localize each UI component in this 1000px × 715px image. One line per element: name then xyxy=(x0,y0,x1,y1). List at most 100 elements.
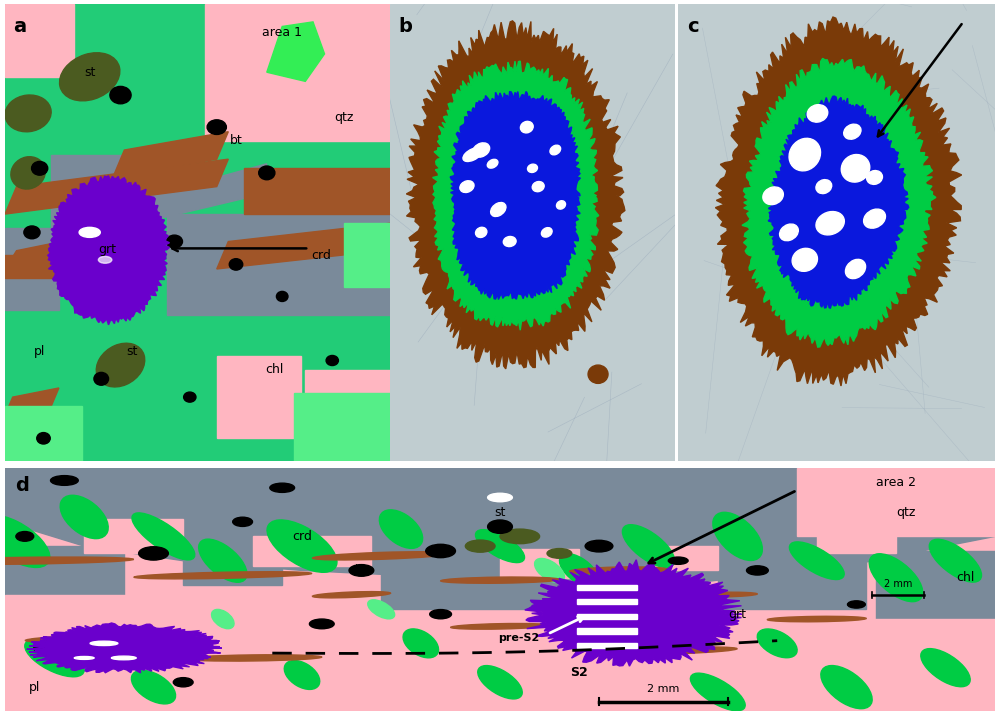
Ellipse shape xyxy=(313,552,450,560)
Bar xyxy=(305,370,390,425)
Text: grt: grt xyxy=(729,608,747,621)
Ellipse shape xyxy=(792,248,817,271)
Ellipse shape xyxy=(139,547,168,560)
Ellipse shape xyxy=(5,95,51,132)
Ellipse shape xyxy=(267,520,337,572)
Text: b: b xyxy=(399,17,412,36)
Ellipse shape xyxy=(426,544,455,558)
Bar xyxy=(797,468,995,536)
Polygon shape xyxy=(113,132,228,177)
Ellipse shape xyxy=(183,655,322,661)
Ellipse shape xyxy=(173,678,193,687)
Ellipse shape xyxy=(488,520,512,533)
Ellipse shape xyxy=(199,539,247,582)
Polygon shape xyxy=(27,623,222,673)
Text: d: d xyxy=(15,475,29,495)
Ellipse shape xyxy=(713,513,762,561)
Ellipse shape xyxy=(60,495,108,538)
Polygon shape xyxy=(140,164,267,223)
Bar xyxy=(294,393,390,461)
Polygon shape xyxy=(267,22,325,82)
Ellipse shape xyxy=(11,157,45,189)
Ellipse shape xyxy=(166,235,182,248)
Ellipse shape xyxy=(132,513,195,560)
Ellipse shape xyxy=(465,540,495,552)
Ellipse shape xyxy=(131,671,176,704)
Ellipse shape xyxy=(0,515,50,568)
Ellipse shape xyxy=(98,257,112,263)
Text: st: st xyxy=(126,345,138,358)
Ellipse shape xyxy=(869,553,923,602)
Ellipse shape xyxy=(844,124,861,139)
Text: S2: S2 xyxy=(570,666,588,679)
Polygon shape xyxy=(5,223,151,269)
Ellipse shape xyxy=(668,557,688,564)
Polygon shape xyxy=(5,388,59,415)
Polygon shape xyxy=(715,17,962,386)
Ellipse shape xyxy=(559,553,599,587)
Text: pl: pl xyxy=(34,345,45,358)
Ellipse shape xyxy=(368,600,395,619)
Polygon shape xyxy=(525,560,742,666)
Ellipse shape xyxy=(588,365,608,383)
Ellipse shape xyxy=(585,541,613,552)
Ellipse shape xyxy=(229,259,243,270)
Ellipse shape xyxy=(134,572,312,579)
Ellipse shape xyxy=(921,649,970,686)
Polygon shape xyxy=(768,96,909,308)
Bar xyxy=(577,599,637,604)
Ellipse shape xyxy=(184,392,196,402)
Ellipse shape xyxy=(487,159,498,168)
Polygon shape xyxy=(433,61,599,330)
Text: 2 mm: 2 mm xyxy=(647,684,680,694)
Ellipse shape xyxy=(309,619,334,628)
Bar xyxy=(577,585,637,590)
Ellipse shape xyxy=(270,483,295,493)
Bar xyxy=(84,519,183,553)
Ellipse shape xyxy=(747,566,768,575)
Bar xyxy=(381,561,559,609)
Ellipse shape xyxy=(528,164,537,172)
Bar xyxy=(5,595,223,711)
Ellipse shape xyxy=(51,475,78,485)
Ellipse shape xyxy=(25,635,143,642)
Text: qtz: qtz xyxy=(334,112,353,124)
Polygon shape xyxy=(5,468,995,585)
Text: chl: chl xyxy=(265,363,284,376)
Ellipse shape xyxy=(111,656,136,660)
Ellipse shape xyxy=(682,623,714,644)
Text: crd: crd xyxy=(311,249,331,262)
Ellipse shape xyxy=(312,591,391,598)
Ellipse shape xyxy=(478,666,522,699)
Ellipse shape xyxy=(326,355,338,365)
Ellipse shape xyxy=(212,609,234,628)
Bar xyxy=(252,536,371,566)
Ellipse shape xyxy=(403,629,439,658)
Ellipse shape xyxy=(475,530,525,563)
Bar xyxy=(5,228,59,310)
Polygon shape xyxy=(5,159,228,214)
Ellipse shape xyxy=(622,525,675,568)
Bar xyxy=(846,619,995,711)
Ellipse shape xyxy=(845,260,866,279)
Ellipse shape xyxy=(441,577,559,583)
Bar xyxy=(5,4,74,77)
Ellipse shape xyxy=(580,615,618,638)
Ellipse shape xyxy=(90,641,118,646)
Text: pre-S2: pre-S2 xyxy=(498,633,540,644)
Ellipse shape xyxy=(491,202,506,217)
Polygon shape xyxy=(217,59,332,141)
Ellipse shape xyxy=(284,661,320,689)
Ellipse shape xyxy=(821,666,872,709)
Ellipse shape xyxy=(807,104,828,122)
Ellipse shape xyxy=(780,224,798,241)
Text: bt: bt xyxy=(230,134,242,147)
Text: area 1: area 1 xyxy=(262,26,302,39)
Ellipse shape xyxy=(541,227,552,237)
Ellipse shape xyxy=(678,592,757,597)
Ellipse shape xyxy=(864,209,885,228)
Text: st: st xyxy=(84,66,95,79)
Ellipse shape xyxy=(550,145,561,155)
Ellipse shape xyxy=(451,623,549,629)
Ellipse shape xyxy=(94,373,109,385)
